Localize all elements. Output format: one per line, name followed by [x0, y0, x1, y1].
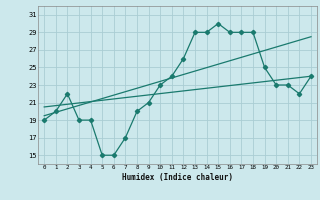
X-axis label: Humidex (Indice chaleur): Humidex (Indice chaleur): [122, 173, 233, 182]
